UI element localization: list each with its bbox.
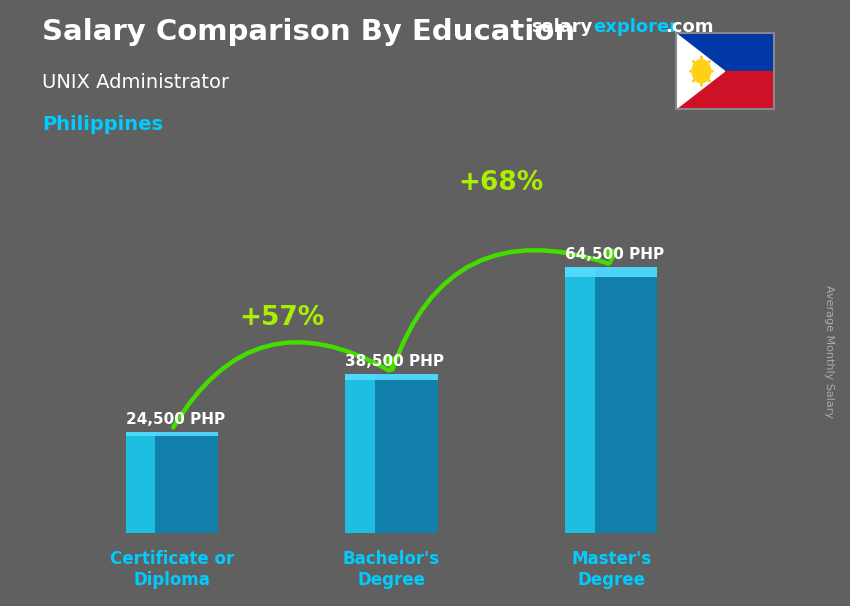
Text: explorer: explorer	[593, 18, 678, 36]
Text: Average Monthly Salary: Average Monthly Salary	[824, 285, 834, 418]
Circle shape	[692, 60, 711, 83]
Bar	[345, 374, 438, 533]
Bar	[565, 267, 595, 533]
Bar	[345, 374, 438, 381]
Bar	[676, 72, 774, 109]
Text: 64,500 PHP: 64,500 PHP	[565, 247, 664, 262]
FancyArrowPatch shape	[703, 61, 710, 69]
Bar	[565, 267, 657, 533]
Text: +57%: +57%	[239, 305, 325, 331]
Polygon shape	[676, 33, 724, 109]
Text: Philippines: Philippines	[42, 115, 163, 134]
FancyArrowPatch shape	[693, 61, 700, 69]
Bar	[565, 267, 657, 277]
Bar	[676, 33, 774, 72]
Text: UNIX Administrator: UNIX Administrator	[42, 73, 230, 92]
Bar	[345, 374, 375, 533]
FancyArrowPatch shape	[693, 73, 700, 81]
Text: 24,500 PHP: 24,500 PHP	[126, 412, 224, 427]
Text: salary: salary	[531, 18, 592, 36]
Bar	[126, 432, 156, 533]
Bar	[126, 432, 218, 533]
Text: 38,500 PHP: 38,500 PHP	[345, 354, 445, 369]
FancyArrowPatch shape	[703, 73, 710, 81]
Text: +68%: +68%	[459, 170, 544, 196]
Text: Salary Comparison By Education: Salary Comparison By Education	[42, 18, 575, 46]
Bar	[126, 432, 218, 436]
Text: .com: .com	[666, 18, 714, 36]
FancyArrowPatch shape	[704, 71, 713, 72]
FancyArrowPatch shape	[690, 71, 699, 72]
